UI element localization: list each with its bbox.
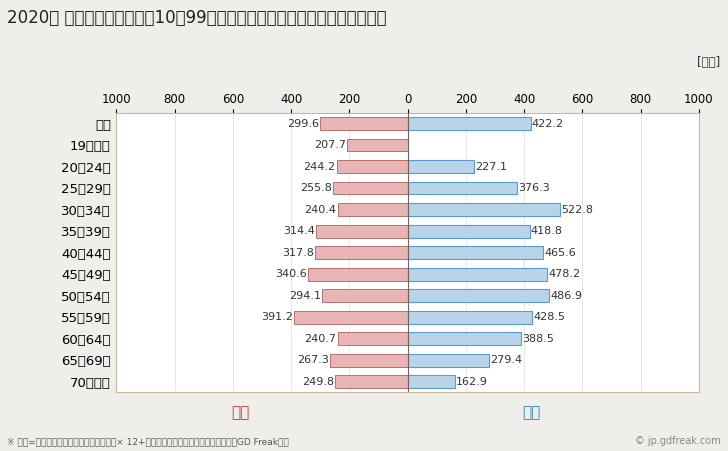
Text: 267.3: 267.3 <box>297 355 328 365</box>
Text: [万円]: [万円] <box>697 56 721 69</box>
Bar <box>408 311 532 323</box>
Text: 465.6: 465.6 <box>545 248 576 258</box>
Bar <box>408 289 550 302</box>
Bar <box>320 117 408 130</box>
Text: 240.7: 240.7 <box>304 334 336 344</box>
Text: 2020年 民間企業（従業者数10～99人）フルタイム労働者の男女別平均年収: 2020年 民間企業（従業者数10～99人）フルタイム労働者の男女別平均年収 <box>7 9 387 27</box>
Bar <box>336 160 408 173</box>
Bar <box>338 203 408 216</box>
Bar <box>408 267 547 281</box>
Text: 279.4: 279.4 <box>490 355 522 365</box>
Bar <box>316 225 408 238</box>
Text: 314.4: 314.4 <box>283 226 315 236</box>
Bar <box>408 182 518 194</box>
Text: 522.8: 522.8 <box>561 205 593 215</box>
Text: 255.8: 255.8 <box>300 183 332 193</box>
Bar <box>338 332 408 345</box>
Text: 227.1: 227.1 <box>475 161 507 171</box>
Bar <box>408 203 560 216</box>
Bar <box>330 354 408 367</box>
Text: ※ 年収=「きまって支給する現金給与額」× 12+「年間賞与その他特別給与額」としてGD Freak推計: ※ 年収=「きまって支給する現金給与額」× 12+「年間賞与その他特別給与額」と… <box>7 437 289 446</box>
Text: 162.9: 162.9 <box>456 377 488 387</box>
Text: 207.7: 207.7 <box>314 140 346 150</box>
Text: 391.2: 391.2 <box>261 312 293 322</box>
Text: 男性: 男性 <box>522 405 541 420</box>
Text: 428.5: 428.5 <box>534 312 566 322</box>
Bar <box>315 246 408 259</box>
Bar <box>408 246 543 259</box>
Text: 340.6: 340.6 <box>276 269 307 279</box>
Bar <box>333 182 408 194</box>
Bar <box>322 289 408 302</box>
Bar <box>309 267 408 281</box>
Text: 317.8: 317.8 <box>282 248 314 258</box>
Text: 244.2: 244.2 <box>304 161 336 171</box>
Text: 478.2: 478.2 <box>548 269 580 279</box>
Text: 240.4: 240.4 <box>304 205 336 215</box>
Text: 388.5: 388.5 <box>522 334 554 344</box>
Text: © jp.gdfreak.com: © jp.gdfreak.com <box>635 437 721 446</box>
Text: 418.8: 418.8 <box>531 226 563 236</box>
Bar <box>408 332 521 345</box>
Bar <box>408 160 474 173</box>
Bar <box>408 225 530 238</box>
Bar <box>347 138 408 152</box>
Text: 376.3: 376.3 <box>518 183 550 193</box>
Bar <box>408 375 455 388</box>
Text: 486.9: 486.9 <box>550 290 582 300</box>
Bar <box>408 117 531 130</box>
Text: 422.2: 422.2 <box>531 119 564 129</box>
Text: 249.8: 249.8 <box>301 377 333 387</box>
Text: 女性: 女性 <box>231 405 250 420</box>
Bar <box>294 311 408 323</box>
Bar <box>408 354 489 367</box>
Text: 294.1: 294.1 <box>289 290 321 300</box>
Bar <box>335 375 408 388</box>
Text: 299.6: 299.6 <box>288 119 320 129</box>
